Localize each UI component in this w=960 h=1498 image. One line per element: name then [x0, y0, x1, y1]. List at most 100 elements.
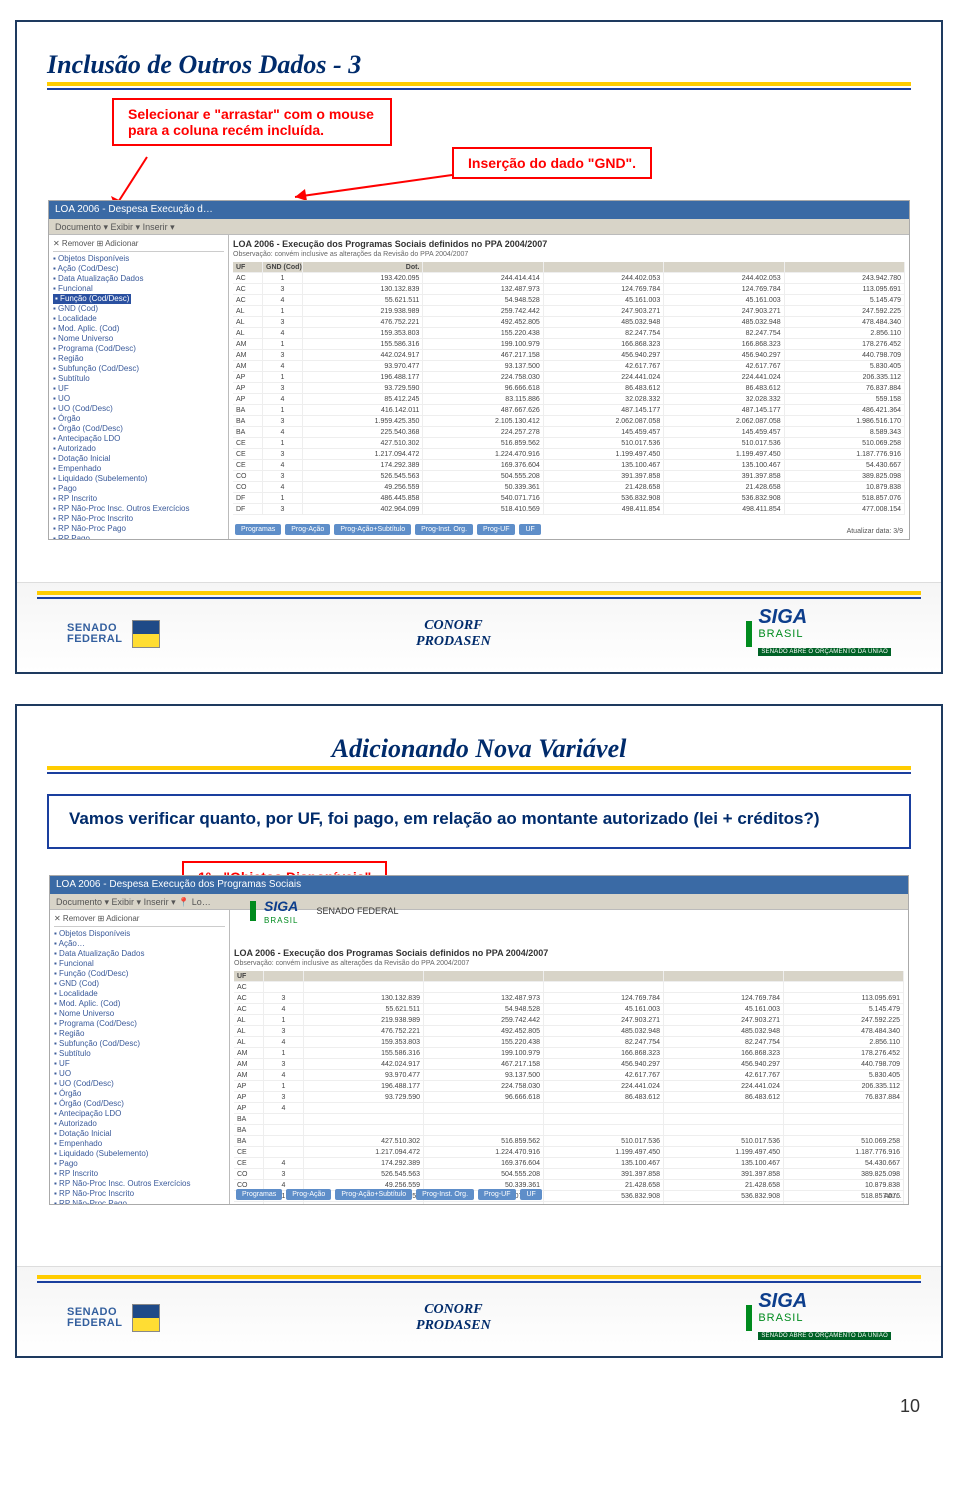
tree-item[interactable]: ▪ Data Atualização Dados — [54, 949, 225, 959]
table-row[interactable]: AP393.729.59096.666.61886.483.61286.483.… — [234, 1092, 904, 1103]
tree-item[interactable]: ▪ Função (Cod/Desc) — [53, 294, 131, 304]
tree-toolbar[interactable]: ✕ Remover ⊞ Adicionar — [54, 914, 225, 927]
tree-item[interactable]: ▪ Órgão — [54, 1089, 225, 1099]
tree-item[interactable]: ▪ Liquidado (Subelemento) — [53, 474, 224, 484]
tree-item[interactable]: ▪ Dotação Inicial — [53, 454, 224, 464]
tree-item[interactable]: ▪ UO (Cod/Desc) — [54, 1079, 225, 1089]
tree-item[interactable]: ▪ Autorizado — [54, 1119, 225, 1129]
tree-item[interactable]: ▪ Subtítulo — [53, 374, 224, 384]
tree-item[interactable]: ▪ Nome Universo — [53, 334, 224, 344]
table-row[interactable]: AL3476.752.221492.452.805485.032.948485.… — [233, 317, 905, 328]
tree-item[interactable]: ▪ Pago — [53, 484, 224, 494]
tree-item[interactable]: ▪ RP Não-Proc Insc. Outros Exercícios — [54, 1179, 225, 1189]
tree-item[interactable]: ▪ Mod. Aplic. (Cod) — [53, 324, 224, 334]
tree-item[interactable]: ▪ RP Não-Proc Insc. Outros Exercícios — [53, 504, 224, 514]
tree-item[interactable]: ▪ GND (Cod) — [54, 979, 225, 989]
tree-item[interactable]: ▪ Subtítulo — [54, 1049, 225, 1059]
tree-item[interactable]: ▪ RP Não-Proc Inscrito — [53, 514, 224, 524]
table-row[interactable]: DF3402.964.099518.410.569498.411.854498.… — [234, 1202, 904, 1204]
report-tab[interactable]: Prog-Inst. Org. — [416, 1189, 474, 1200]
tree-item[interactable]: ▪ Função (Cod/Desc) — [54, 969, 225, 979]
table-row[interactable]: BA — [234, 1125, 904, 1136]
report-tabs[interactable]: Programas Prog-Ação Prog-Ação+Subtítulo Pro… — [236, 1189, 542, 1200]
table-row[interactable]: BA1416.142.011487.667.626487.145.177487.… — [233, 405, 905, 416]
tree-item[interactable]: ▪ Dotação Inicial — [54, 1129, 225, 1139]
report-tabs[interactable]: ProgramasProg-AçãoProg-Ação+SubtítuloPro… — [235, 524, 541, 535]
table-row[interactable]: AM493.970.47793.137.50042.617.76742.617.… — [233, 361, 905, 372]
tree-item[interactable]: ▪ UF — [54, 1059, 225, 1069]
tree-item[interactable]: ▪ Órgão (Cod/Desc) — [53, 424, 224, 434]
table-row[interactable]: DF1486.445.858540.071.716536.832.908536.… — [233, 493, 905, 504]
report-tab[interactable]: Programas — [235, 524, 281, 535]
table-row[interactable]: AL4159.353.803155.220.43882.247.75482.24… — [234, 1037, 904, 1048]
table-row[interactable]: BA427.510.302516.859.562510.017.536510.0… — [234, 1136, 904, 1147]
tree-item[interactable]: ▪ Região — [54, 1029, 225, 1039]
tree-item[interactable]: ▪ Programa (Cod/Desc) — [54, 1019, 225, 1029]
tree-item[interactable]: ▪ Região — [53, 354, 224, 364]
report-tab[interactable]: Prog-Ação — [286, 1189, 331, 1200]
report-tab[interactable]: Prog-Ação — [285, 524, 330, 535]
tree-item[interactable]: ▪ UO — [53, 394, 224, 404]
data-grid[interactable]: LOA 2006 - Execução dos Programas Sociai… — [230, 910, 908, 1204]
report-tab[interactable]: UF — [519, 524, 540, 535]
tree-item[interactable]: ▪ Programa (Cod/Desc) — [53, 344, 224, 354]
table-row[interactable]: AL3476.752.221492.452.805485.032.948485.… — [234, 1026, 904, 1037]
tree-item[interactable]: ▪ GND (Cod) — [53, 304, 224, 314]
table-row[interactable]: AC — [234, 982, 904, 993]
tree-item[interactable]: ▪ RP Não-Proc Inscrito — [54, 1189, 225, 1199]
tree-item[interactable]: ▪ Data Atualização Dados — [53, 274, 224, 284]
tree-item[interactable]: ▪ UO — [54, 1069, 225, 1079]
report-tab[interactable]: Prog-Inst. Org. — [415, 524, 473, 535]
report-tab[interactable]: Programas — [236, 1189, 282, 1200]
table-row[interactable]: AM1155.586.316199.100.979166.868.323166.… — [233, 339, 905, 350]
table-row[interactable]: AP4 — [234, 1103, 904, 1114]
tree-item[interactable]: ▪ RP Não-Proc Pago — [53, 524, 224, 534]
tree-item[interactable]: ▪ Subfunção (Cod/Desc) — [53, 364, 224, 374]
tree-item[interactable]: ▪ RP Inscrito — [54, 1169, 225, 1179]
tree-item[interactable]: ▪ UF — [53, 384, 224, 394]
tree-item[interactable]: ▪ RP Não-Proc Pago — [54, 1199, 225, 1204]
table-row[interactable]: BA31.959.425.3502.105.130.4122.062.087.0… — [233, 416, 905, 427]
tree-item[interactable]: ▪ RP Inscrito — [53, 494, 224, 504]
report-tab[interactable]: Prog-Ação+Subtítulo — [335, 1189, 412, 1200]
data-grid[interactable]: LOA 2006 - Execução dos Programas Sociai… — [229, 235, 909, 539]
table-row[interactable]: CO3526.545.563504.555.208391.397.858391.… — [233, 471, 905, 482]
tree-item[interactable]: ▪ Órgão (Cod/Desc) — [54, 1099, 225, 1109]
tree-item[interactable]: ▪ Mod. Aplic. (Cod) — [54, 999, 225, 1009]
table-row[interactable]: CE4174.292.389169.376.604135.100.467135.… — [234, 1158, 904, 1169]
tree-item[interactable]: ▪ Antecipação LDO — [54, 1109, 225, 1119]
table-row[interactable]: AM493.970.47793.137.50042.617.76742.617.… — [234, 1070, 904, 1081]
tree-item[interactable]: ▪ UO (Cod/Desc) — [53, 404, 224, 414]
table-row[interactable]: BA4225.540.368224.257.278145.459.457145.… — [233, 427, 905, 438]
table-row[interactable]: AM3442.024.917467.217.158456.940.297456.… — [233, 350, 905, 361]
table-row[interactable]: AL1219.938.989259.742.442247.903.271247.… — [234, 1015, 904, 1026]
table-row[interactable]: CE1427.510.302516.859.562510.017.536510.… — [233, 438, 905, 449]
report-tab[interactable]: UF — [520, 1189, 541, 1200]
tree-panel[interactable]: ✕ Remover ⊞ Adicionar ▪ Objetos Disponíve… — [49, 235, 229, 539]
table-row[interactable]: BA — [234, 1114, 904, 1125]
tree-toolbar[interactable]: ✕ Remover ⊞ Adicionar — [53, 239, 224, 252]
tree-item[interactable]: ▪ Autorizado — [53, 444, 224, 454]
tree-item[interactable]: ▪ Objetos Disponíveis — [54, 929, 225, 939]
table-row[interactable]: AC455.621.51154.948.52845.161.00345.161.… — [234, 1004, 904, 1015]
tree-item[interactable]: ▪ Localidade — [54, 989, 225, 999]
tree-item[interactable]: ▪ Objetos Disponíveis — [53, 254, 224, 264]
tree-item[interactable]: ▪ Liquidado (Subelemento) — [54, 1149, 225, 1159]
tree-item[interactable]: ▪ Pago — [54, 1159, 225, 1169]
table-row[interactable]: AC1193.420.095244.414.414244.402.053244.… — [233, 273, 905, 284]
table-row[interactable]: CO449.256.55950.339.36121.428.65821.428.… — [233, 482, 905, 493]
table-row[interactable]: AM3442.024.917467.217.158456.940.297456.… — [234, 1059, 904, 1070]
table-row[interactable]: DF3402.964.099518.410.569498.411.854498.… — [233, 504, 905, 515]
table-row[interactable]: CE1.217.094.4721.224.470.9161.199.497.45… — [234, 1147, 904, 1158]
report-tab[interactable]: Prog-UF — [477, 524, 515, 535]
table-row[interactable]: AC3130.132.839132.487.973124.769.784124.… — [233, 284, 905, 295]
tree-item[interactable]: ▪ Localidade — [53, 314, 224, 324]
tree-item[interactable]: ▪ Órgão — [53, 414, 224, 424]
tree-item[interactable]: ▪ Ação (Cod/Desc) — [53, 264, 224, 274]
tree-item[interactable]: ▪ Nome Universo — [54, 1009, 225, 1019]
report-tab[interactable]: Prog-UF — [478, 1189, 516, 1200]
table-row[interactable]: AC3130.132.839132.487.973124.769.784124.… — [234, 993, 904, 1004]
table-row[interactable]: AP485.412.24583.115.88632.028.33232.028.… — [233, 394, 905, 405]
table-row[interactable]: AP1196.488.177224.758.030224.441.024224.… — [233, 372, 905, 383]
menubar[interactable]: Documento ▾ Exibir ▾ Inserir ▾ 📍 Lo… — [50, 894, 908, 910]
